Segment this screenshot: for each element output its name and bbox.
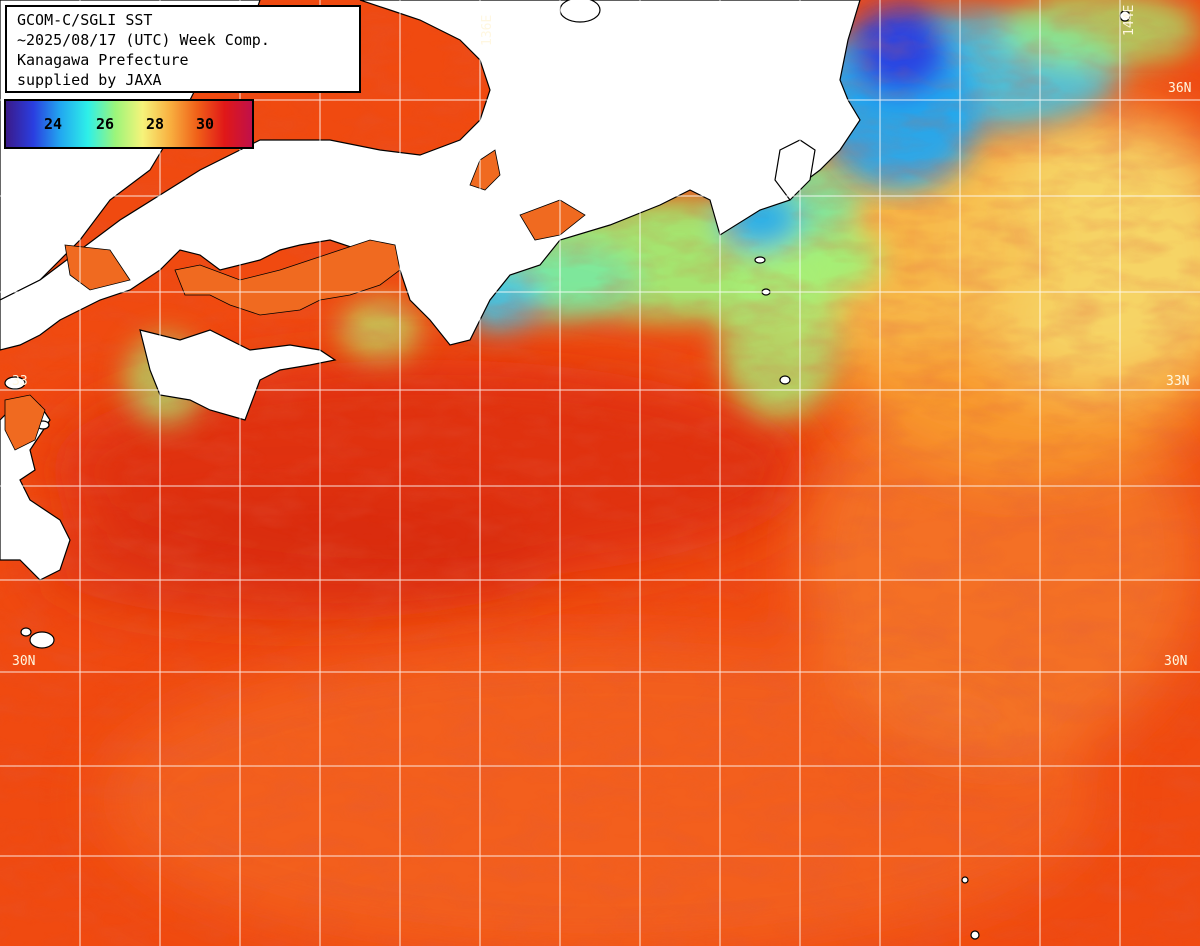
lon-label-144: 144E — [1122, 4, 1137, 36]
land-island-3 — [754, 256, 766, 264]
colorbar-tick-24: 24 — [44, 115, 63, 133]
land-island-8 — [559, 0, 601, 23]
lon-label-136: 136E — [480, 14, 495, 46]
land-island-2 — [779, 375, 791, 385]
title-line-product: GCOM-C/SGLI SST — [17, 11, 153, 29]
title-line-credit: supplied by JAXA — [17, 71, 162, 89]
colorbar-ticks: 24 26 28 30 — [6, 101, 252, 147]
land-honshu — [0, 0, 861, 351]
colorbar-tick-28: 28 — [146, 115, 165, 133]
land-island-5 — [970, 930, 980, 940]
title-line-date: ~2025/08/17 (UTC) Week Comp. — [17, 31, 270, 49]
lat-label-33-left: 33 — [12, 374, 28, 389]
sst-colorbar: 24 26 28 30 — [4, 99, 254, 149]
inland-sea — [4, 149, 586, 451]
title-line-source: Kanagawa Prefecture — [17, 51, 189, 69]
colorbar-tick-26: 26 — [96, 115, 115, 133]
colorbar-tick-30: 30 — [196, 115, 215, 133]
lat-label-33-right: 33N — [1166, 374, 1190, 389]
land-island-9 — [4, 376, 26, 390]
map-title-box: GCOM-C/SGLI SST ~2025/08/17 (UTC) Week C… — [5, 5, 361, 93]
lat-label-30-left: 30N — [12, 654, 36, 669]
land-shikoku — [139, 329, 337, 421]
lat-label-36-right: 36N — [1168, 81, 1192, 96]
land-island-6 — [961, 876, 969, 884]
land-island-1 — [20, 627, 32, 637]
land-yakushima — [29, 631, 55, 649]
lat-label-30-right: 30N — [1164, 654, 1188, 669]
